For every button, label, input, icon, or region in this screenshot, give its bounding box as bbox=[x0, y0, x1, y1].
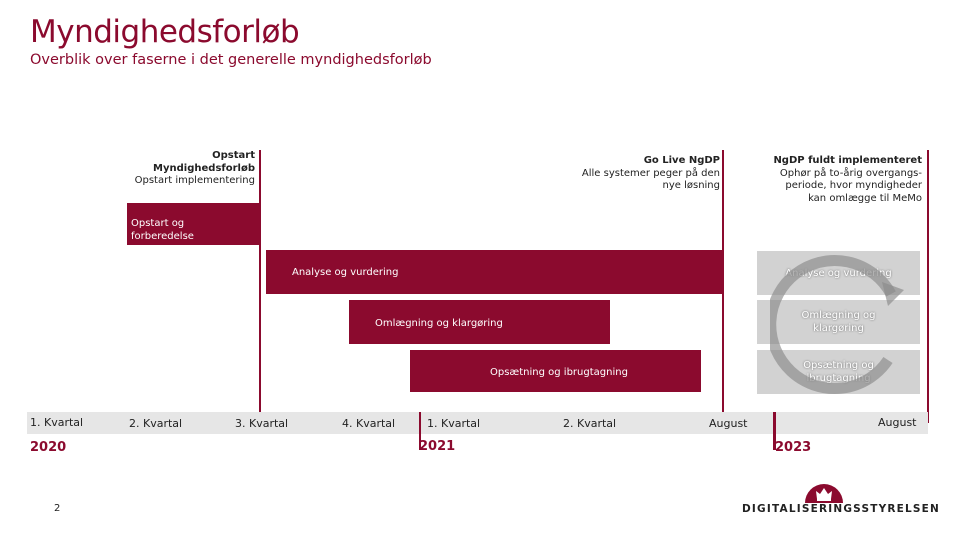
milestone-opstart: Opstart Myndighedsforløb Opstart impleme… bbox=[135, 150, 255, 188]
phase-label: forberedelse bbox=[131, 231, 194, 242]
milestone-go-live: Go Live NgDP Alle systemer peger på den … bbox=[582, 155, 720, 193]
tick-label: 1. Kvartal bbox=[30, 416, 84, 429]
milestone-line: Alle systemer peger på den bbox=[581, 167, 720, 179]
milestone-line: Opstart implementering bbox=[134, 175, 255, 186]
year-label: 2020 bbox=[30, 440, 67, 455]
phase-label: Opstart og bbox=[131, 218, 185, 229]
milestone-line-opstart bbox=[259, 150, 261, 423]
page-subtitle: Overblik over faserne i det generelle my… bbox=[30, 52, 432, 68]
phase-label: Omlægning og klargøring bbox=[375, 318, 503, 329]
milestone-line: nye løsning bbox=[662, 180, 721, 191]
year-divider bbox=[419, 412, 421, 450]
tick-label: August bbox=[709, 417, 748, 430]
milestone-line: kan omlægge til MeMo bbox=[808, 192, 922, 204]
tick-label: August bbox=[878, 416, 917, 429]
tick-label: 1. Kvartal bbox=[427, 417, 481, 430]
milestone-line: Ophør på to-årig overgangs- bbox=[779, 167, 922, 179]
cycle-label: Opsætning og bbox=[803, 360, 874, 371]
phase-label: Opsætning og ibrugtagning bbox=[490, 367, 628, 378]
cycle-arrow-icon bbox=[770, 255, 904, 394]
year-label: 2023 bbox=[775, 440, 812, 455]
milestone-fully-implemented: NgDP fuldt implementeret Ophør på to-åri… bbox=[773, 155, 922, 205]
phase-opstart-forberedelse: Opstart og forberedelse bbox=[127, 203, 259, 245]
tick-label: 4. Kvartal bbox=[342, 417, 396, 430]
tick-label: 3. Kvartal bbox=[235, 417, 289, 430]
milestone-title: NgDP fuldt implementeret bbox=[773, 155, 922, 166]
cycle-label: klargøring bbox=[813, 323, 864, 334]
year-label: 2021 bbox=[419, 439, 456, 454]
timeline-axis bbox=[27, 412, 773, 434]
phase-analyse-vurdering: Analyse og vurdering bbox=[266, 250, 722, 294]
tick-label: 2. Kvartal bbox=[563, 417, 617, 430]
phase-omlaegning-klargoering: Omlægning og klargøring bbox=[349, 300, 610, 344]
crown-logo-icon bbox=[805, 484, 843, 503]
cycle-omlaegning-klargoering: Omlægning og klargøring bbox=[757, 300, 920, 344]
phase-opsaetning-ibrugtagning: Opsætning og ibrugtagning bbox=[410, 350, 701, 392]
tick-label: 2. Kvartal bbox=[129, 417, 183, 430]
logo-text: DIGITALISERINGSSTYRELSEN bbox=[742, 503, 941, 515]
milestone-line-go-live bbox=[722, 150, 724, 423]
cycle-label: ibrugtagning bbox=[806, 373, 871, 384]
cycle-label: Omlægning og bbox=[801, 310, 876, 321]
phase-label: Analyse og vurdering bbox=[292, 267, 399, 278]
milestone-title: Opstart bbox=[212, 150, 255, 161]
milestone-title: Go Live NgDP bbox=[643, 155, 720, 166]
page-number: 2 bbox=[54, 503, 61, 514]
milestone-line: Myndighedsforløb bbox=[153, 162, 255, 174]
timeline-axis-2023 bbox=[776, 412, 928, 434]
page-title: Myndighedsforløb bbox=[30, 14, 300, 50]
milestone-line: periode, hvor myndigheder bbox=[785, 180, 922, 191]
year-divider bbox=[773, 412, 776, 450]
milestone-line-fully-implemented bbox=[927, 150, 929, 423]
cycle-label: Analyse og vurdering bbox=[785, 267, 892, 279]
